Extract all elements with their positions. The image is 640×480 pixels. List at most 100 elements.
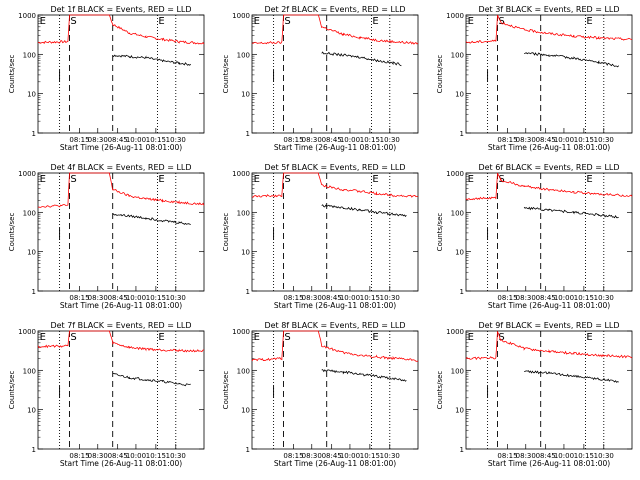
event-marker: E bbox=[254, 16, 260, 27]
chart-title: Det 6f BLACK = Events, RED = LLD bbox=[478, 163, 619, 172]
chart-panel: Det 2f BLACK = Events, RED = LLD 1 10 100 10… bbox=[222, 5, 419, 152]
x-axis-label: Start Time (26-Aug-11 08:01:00) bbox=[488, 459, 610, 468]
series-events-line bbox=[321, 51, 402, 67]
x-tick-label: 10:00 bbox=[126, 294, 146, 302]
event-marker: E bbox=[468, 16, 474, 27]
series-lld-line bbox=[465, 331, 633, 361]
x-tick-label: 08:15 bbox=[283, 294, 303, 302]
y-axis-label: Counts/sec bbox=[436, 371, 444, 410]
event-marker: E bbox=[254, 174, 260, 185]
event-marker: S bbox=[284, 16, 290, 27]
event-marker: E bbox=[40, 332, 46, 343]
plot-frame bbox=[465, 172, 633, 292]
y-tick-label: 1 bbox=[246, 288, 250, 296]
x-axis-label: Start Time (26-Aug-11 08:01:00) bbox=[274, 459, 396, 468]
y-tick-label: 100 bbox=[23, 367, 36, 375]
x-tick-label: 10:30 bbox=[166, 136, 186, 144]
x-tick-label: 10:30 bbox=[594, 136, 614, 144]
series-lld-line bbox=[37, 14, 205, 45]
x-axis-label: Start Time (26-Aug-11 08:01:00) bbox=[274, 301, 396, 310]
x-axis-label: Start Time (26-Aug-11 08:01:00) bbox=[60, 459, 182, 468]
x-axis-label: Start Time (26-Aug-11 08:01:00) bbox=[488, 143, 610, 152]
x-tick-label: 08:30 bbox=[88, 136, 108, 144]
y-tick-label: 1 bbox=[32, 130, 36, 138]
y-tick-label: 1 bbox=[460, 130, 464, 138]
series-events-line bbox=[523, 206, 619, 219]
x-tick-label: 08:45 bbox=[108, 452, 128, 460]
y-tick-label: 10 bbox=[27, 91, 36, 99]
y-tick-label: 100 bbox=[237, 367, 250, 375]
event-marker: E bbox=[468, 174, 474, 185]
x-tick-label: 10:30 bbox=[380, 294, 400, 302]
y-tick-label: 1 bbox=[246, 446, 250, 454]
event-marker: S bbox=[284, 332, 290, 343]
x-axis-label: Start Time (26-Aug-11 08:01:00) bbox=[60, 143, 182, 152]
plot-frame bbox=[37, 330, 205, 450]
y-tick-label: 10 bbox=[455, 407, 464, 415]
plot-frame bbox=[465, 330, 633, 450]
series-lld-line bbox=[37, 330, 204, 353]
event-marker: E bbox=[586, 332, 592, 343]
x-tick-label: 10:15 bbox=[360, 294, 380, 302]
y-axis-label: Counts/sec bbox=[436, 213, 444, 252]
chart-panel: Det 5f BLACK = Events, RED = LLD 1 10 100 10… bbox=[222, 163, 419, 310]
x-axis-label: Start Time (26-Aug-11 08:01:00) bbox=[488, 301, 610, 310]
x-tick-label: 08:30 bbox=[302, 294, 322, 302]
chart-title: Det 5f BLACK = Events, RED = LLD bbox=[264, 163, 405, 172]
x-tick-label: 10:15 bbox=[574, 452, 594, 460]
chart-panel: Det 6f BLACK = Events, RED = LLD 1 10 100 10… bbox=[436, 163, 633, 310]
y-tick-label: 100 bbox=[237, 51, 250, 59]
x-tick-label: 10:30 bbox=[166, 294, 186, 302]
y-tick-label: 1 bbox=[460, 288, 464, 296]
event-marker: E bbox=[372, 332, 378, 343]
x-tick-label: 08:45 bbox=[536, 452, 556, 460]
series-lld-line bbox=[465, 14, 633, 44]
chart-title: Det 4f BLACK = Events, RED = LLD bbox=[50, 163, 191, 172]
chart-panel: Det 8f BLACK = Events, RED = LLD 1 10 100 10… bbox=[222, 321, 419, 468]
y-tick-label: 1000 bbox=[446, 170, 464, 178]
x-axis-label: Start Time (26-Aug-11 08:01:00) bbox=[60, 301, 182, 310]
event-marker: E bbox=[40, 174, 46, 185]
x-tick-label: 10:00 bbox=[340, 452, 360, 460]
y-axis-label: Counts/sec bbox=[8, 55, 16, 94]
series-events-line bbox=[321, 204, 407, 218]
x-tick-label: 10:00 bbox=[554, 136, 574, 144]
y-axis-label: Counts/sec bbox=[222, 213, 230, 252]
event-marker: E bbox=[586, 174, 592, 185]
plot-frame bbox=[251, 330, 419, 450]
x-tick-label: 10:30 bbox=[380, 452, 400, 460]
y-tick-label: 1000 bbox=[232, 328, 250, 336]
x-tick-label: 08:30 bbox=[516, 452, 536, 460]
event-marker: E bbox=[40, 16, 46, 27]
plot-frame bbox=[37, 172, 205, 292]
y-tick-label: 1000 bbox=[232, 170, 250, 178]
plot-frame bbox=[37, 14, 205, 134]
x-tick-label: 08:15 bbox=[497, 294, 517, 302]
x-tick-label: 08:45 bbox=[108, 294, 128, 302]
chart-title: Det 1f BLACK = Events, RED = LLD bbox=[50, 5, 191, 14]
chart-title: Det 9f BLACK = Events, RED = LLD bbox=[478, 321, 619, 330]
event-marker: E bbox=[372, 16, 378, 27]
y-tick-label: 100 bbox=[451, 209, 464, 217]
x-tick-label: 08:15 bbox=[497, 136, 517, 144]
y-axis-label: Counts/sec bbox=[8, 213, 16, 252]
chart-panel: Det 3f BLACK = Events, RED = LLD 1 10 100 10… bbox=[436, 5, 633, 152]
y-tick-label: 10 bbox=[241, 407, 250, 415]
x-tick-label: 08:15 bbox=[69, 136, 89, 144]
y-tick-label: 1000 bbox=[232, 12, 250, 20]
x-tick-label: 08:45 bbox=[536, 136, 556, 144]
x-tick-label: 08:30 bbox=[88, 452, 108, 460]
event-marker: S bbox=[70, 174, 76, 185]
x-tick-label: 10:15 bbox=[360, 452, 380, 460]
event-marker: E bbox=[586, 16, 592, 27]
x-tick-label: 10:00 bbox=[340, 294, 360, 302]
x-tick-label: 08:30 bbox=[302, 136, 322, 144]
x-tick-label: 08:45 bbox=[322, 452, 342, 460]
plot-frame bbox=[465, 14, 633, 134]
chart-title: Det 2f BLACK = Events, RED = LLD bbox=[264, 5, 405, 14]
plot-frame bbox=[251, 172, 419, 292]
event-marker: S bbox=[70, 332, 76, 343]
y-tick-label: 1 bbox=[460, 446, 464, 454]
x-tick-label: 08:15 bbox=[69, 452, 89, 460]
